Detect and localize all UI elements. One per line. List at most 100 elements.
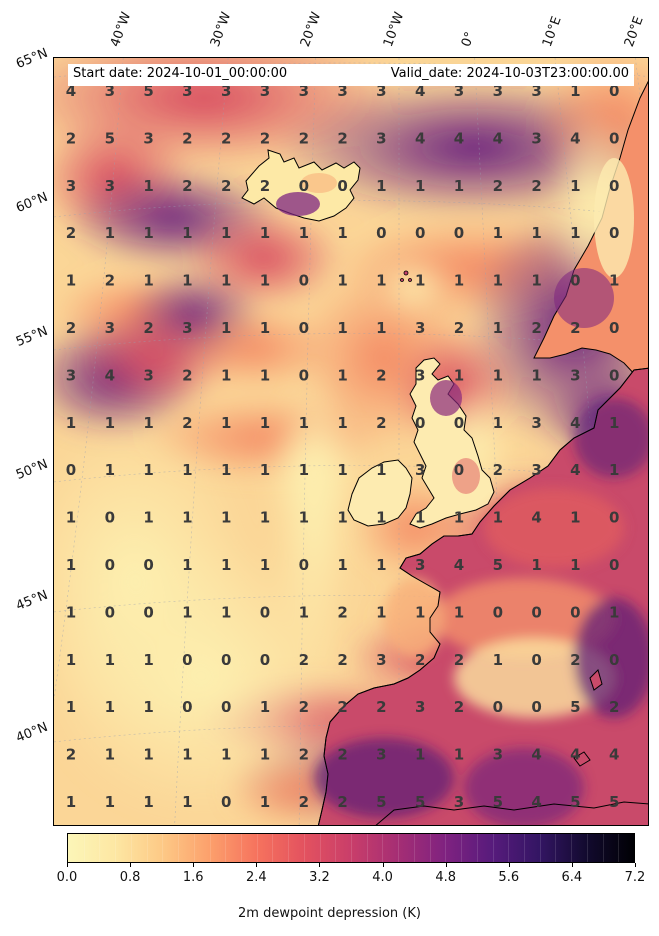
grid-value: 1 <box>143 272 153 290</box>
grid-value: 0 <box>609 651 619 669</box>
colorbar-level-divider <box>99 834 101 862</box>
grid-value: 1 <box>260 793 270 811</box>
grid-value: 1 <box>337 366 347 384</box>
grid-value: 0 <box>66 461 76 479</box>
grid-value: 3 <box>415 366 425 384</box>
grid-value: 2 <box>376 698 386 716</box>
lat-label: 60°N <box>14 189 51 216</box>
colorbar-tick-mark <box>571 863 573 867</box>
grid-value: 0 <box>609 366 619 384</box>
colorbar-level-divider <box>256 834 258 862</box>
grid-value: 4 <box>66 82 76 100</box>
grid-value: 1 <box>105 224 115 242</box>
colorbar-level-divider <box>602 834 604 862</box>
grid-value: 1 <box>260 509 270 527</box>
grid-value: 1 <box>570 556 580 574</box>
grid-value: 1 <box>221 509 231 527</box>
grid-value: 5 <box>609 793 619 811</box>
grid-value: 4 <box>609 746 619 764</box>
grid-value: 3 <box>531 82 541 100</box>
grid-value: 0 <box>415 224 425 242</box>
grid-value: 2 <box>221 129 231 147</box>
grid-value: 1 <box>337 224 347 242</box>
grid-value: 1 <box>105 651 115 669</box>
grid-value: 1 <box>182 224 192 242</box>
mediterranean-islands <box>573 669 603 767</box>
grid-value: 3 <box>66 177 76 195</box>
grid-value: 3 <box>415 319 425 337</box>
grid-value: 2 <box>337 651 347 669</box>
colorbar-level-divider <box>303 834 305 862</box>
grid-value: 2 <box>221 177 231 195</box>
colorbar-tick-label: 3.2 <box>309 870 330 885</box>
grid-value: 1 <box>143 509 153 527</box>
grid-value: 1 <box>415 509 425 527</box>
grid-value: 1 <box>260 224 270 242</box>
grid-value: 1 <box>299 461 309 479</box>
grid-value: 0 <box>531 603 541 621</box>
grid-value: 1 <box>66 272 76 290</box>
grid-value: 1 <box>66 651 76 669</box>
colorbar-tick-mark <box>445 863 447 867</box>
grid-value: 0 <box>299 177 309 195</box>
grid-value: 3 <box>182 82 192 100</box>
grid-value: 3 <box>454 793 464 811</box>
grid-value: 0 <box>609 177 619 195</box>
grid-value: 0 <box>609 82 619 100</box>
grid-value: 0 <box>221 793 231 811</box>
grid-value: 4 <box>105 366 115 384</box>
grid-value: 5 <box>105 129 115 147</box>
grid-value: 3 <box>221 82 231 100</box>
grid-value: 1 <box>531 556 541 574</box>
grid-value: 2 <box>182 366 192 384</box>
colorbar-level-divider <box>555 834 557 862</box>
grid-value: 1 <box>105 746 115 764</box>
grid-value: 1 <box>221 319 231 337</box>
grid-value: 1 <box>221 272 231 290</box>
grid-value: 2 <box>182 177 192 195</box>
grid-value: 0 <box>105 509 115 527</box>
continent-field <box>314 398 648 825</box>
grid-value: 1 <box>415 746 425 764</box>
grid-value: 5 <box>143 82 153 100</box>
grid-value: 2 <box>299 746 309 764</box>
grid-value: 1 <box>609 272 619 290</box>
grid-value: 4 <box>570 129 580 147</box>
grid-value: 1 <box>182 461 192 479</box>
grid-value: 3 <box>454 82 464 100</box>
small-islands <box>400 270 412 282</box>
colorbar-tick-mark <box>130 863 132 867</box>
grid-value: 1 <box>337 556 347 574</box>
grid-value: 0 <box>143 603 153 621</box>
colorbar-tick-mark <box>256 863 258 867</box>
grid-value: 4 <box>454 556 464 574</box>
grid-value: 2 <box>182 129 192 147</box>
grid-value: 5 <box>493 556 503 574</box>
colorbar-level-divider <box>272 834 274 862</box>
grid-value: 3 <box>415 556 425 574</box>
grid-value: 3 <box>66 366 76 384</box>
grid-value: 1 <box>570 82 580 100</box>
grid-value: 1 <box>415 272 425 290</box>
lon-label: 0° <box>458 29 479 49</box>
colorbar-level-divider <box>130 834 132 862</box>
grid-value: 0 <box>454 414 464 432</box>
grid-value: 1 <box>260 414 270 432</box>
colorbar-tick-label: 4.0 <box>372 870 393 885</box>
grid-value: 0 <box>299 272 309 290</box>
grid-value: 1 <box>337 509 347 527</box>
grid-value: 1 <box>66 556 76 574</box>
start-date-label: Start date: 2024-10-01_00:00:00 <box>73 66 288 81</box>
colorbar-tick-label: 0.0 <box>56 870 78 885</box>
grid-value: 2 <box>337 746 347 764</box>
grid-value: 1 <box>299 603 309 621</box>
grid-value: 1 <box>221 746 231 764</box>
colorbar-tick-label: 5.6 <box>498 870 520 885</box>
colorbar <box>67 833 635 863</box>
grid-value: 2 <box>66 319 76 337</box>
grid-value: 2 <box>531 177 541 195</box>
grid-value: 2 <box>337 129 347 147</box>
grid-value: 1 <box>376 603 386 621</box>
grid-value: 4 <box>493 129 503 147</box>
grid-value: 2 <box>299 651 309 669</box>
